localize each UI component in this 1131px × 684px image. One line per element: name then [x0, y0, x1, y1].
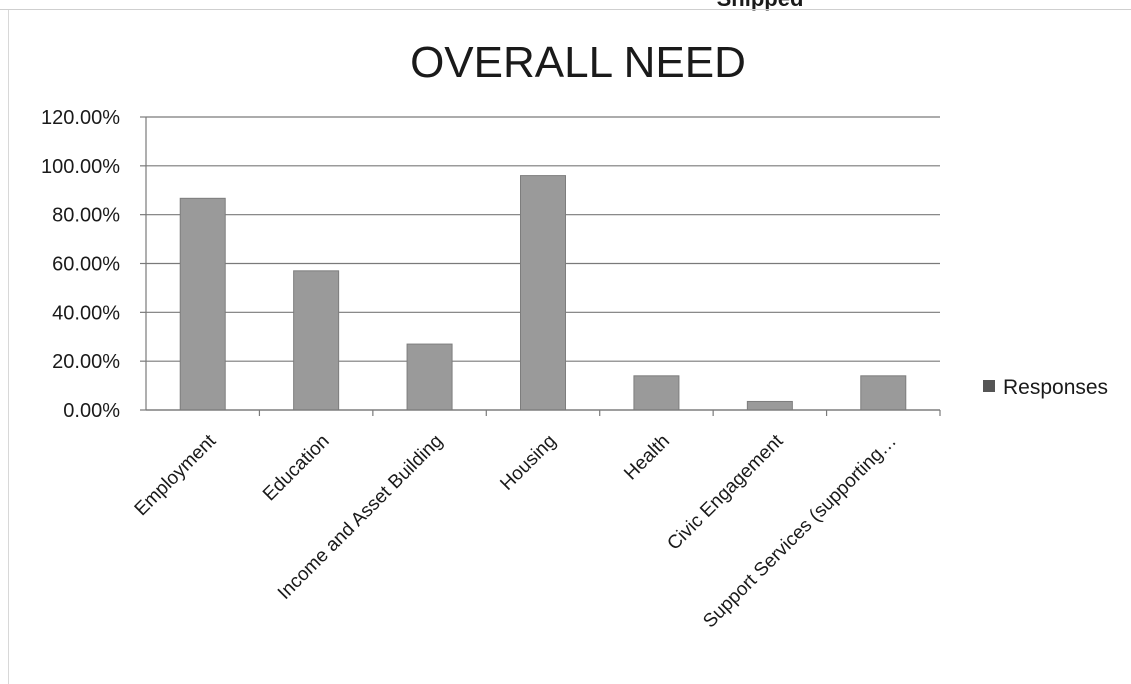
x-tick-label: Employment	[131, 430, 221, 520]
left-border	[8, 10, 9, 684]
y-axis-ticks: 0.00% 20.00% 40.00% 60.00% 80.00% 100.00% 120.…	[41, 107, 146, 422]
bar	[633, 375, 680, 411]
bar	[293, 270, 340, 411]
y-tick-label: 20.00%	[52, 351, 120, 373]
y-tick-label: 80.00%	[52, 205, 120, 227]
x-tick-label: Civic Engagement	[664, 430, 788, 554]
legend-swatch	[983, 380, 995, 392]
header-fragment: Shipped	[717, 0, 804, 11]
legend: Responses	[983, 376, 1108, 399]
bar	[746, 400, 793, 411]
bar	[406, 343, 453, 411]
top-border	[0, 9, 1131, 10]
y-tick-label: 60.00%	[52, 254, 120, 276]
chart-title: OVERALL NEED	[410, 38, 746, 87]
bar	[179, 197, 226, 411]
x-tick-label: Support Services (supporting…	[699, 431, 901, 633]
legend-label: Responses	[1003, 376, 1108, 399]
x-tick-label: Education	[259, 431, 334, 506]
bar	[520, 175, 566, 411]
y-tick-label: 120.00%	[41, 107, 120, 129]
y-tick-label: 0.00%	[63, 400, 120, 422]
bars	[179, 175, 907, 411]
bar	[860, 375, 907, 411]
x-tick-label: Housing	[496, 431, 560, 495]
y-tick-label: 100.00%	[41, 156, 120, 178]
x-tick-label: Health	[620, 431, 674, 485]
y-tick-label: 40.00%	[52, 302, 120, 324]
